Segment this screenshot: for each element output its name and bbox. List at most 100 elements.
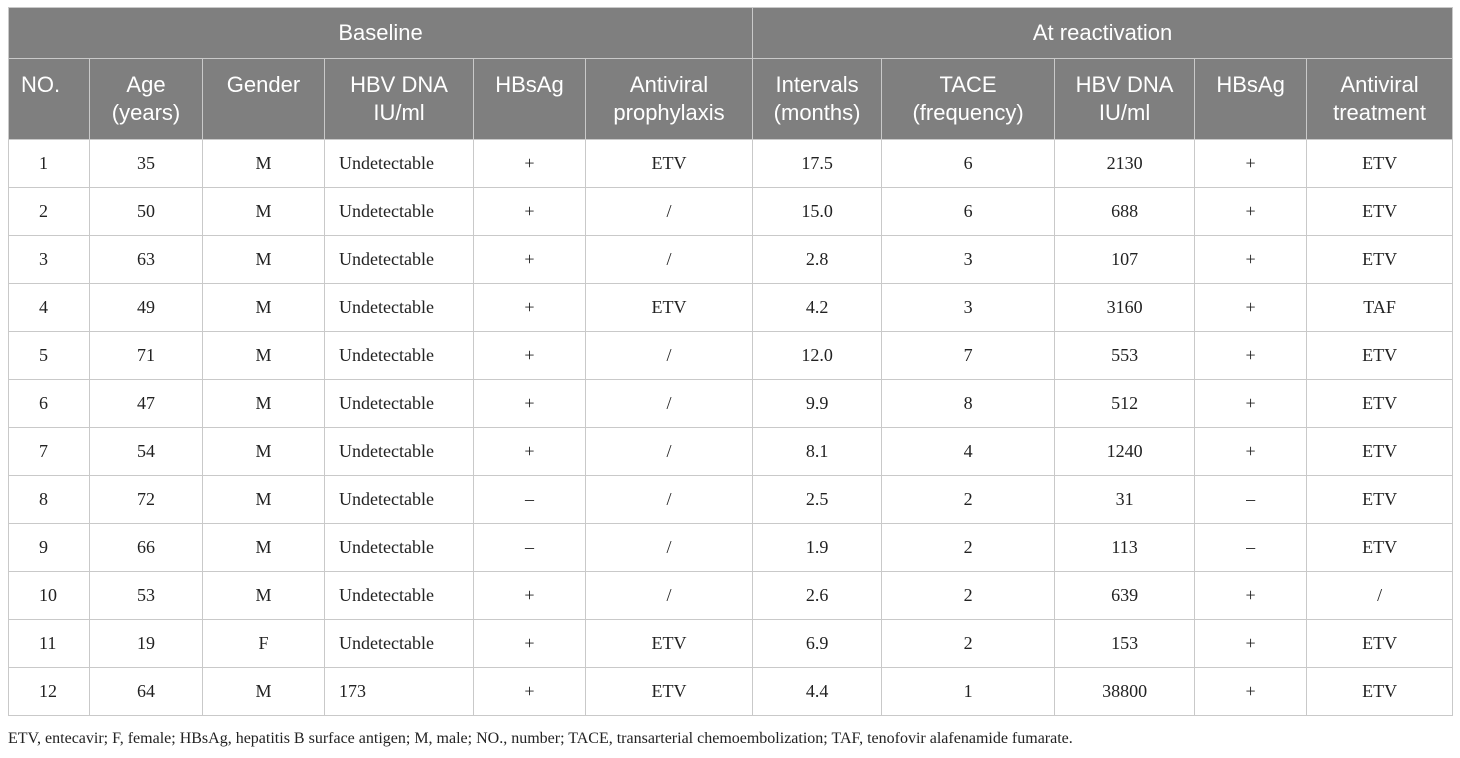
cell-interval: 9.9 <box>752 379 883 428</box>
cell-gender: M <box>202 139 325 188</box>
cell-antiviral-prophylaxis: / <box>584 187 754 236</box>
cell-reactivation-hbv-dna: 107 <box>1054 235 1196 284</box>
cell-antiviral-treatment: TAF <box>1306 283 1454 332</box>
cell-baseline-hbv-dna: 173 <box>324 667 474 716</box>
cell-baseline-hbv-dna: Undetectable <box>324 379 474 428</box>
cell-baseline-hbv-dna: Undetectable <box>324 187 474 236</box>
table-row: 12 64 M 173 + ETV 4.4 1 38800 + ETV <box>8 667 1454 716</box>
cell-no: 7 <box>8 427 90 476</box>
cell-no: 1 <box>8 139 90 188</box>
cell-gender: M <box>202 667 325 716</box>
table-row: 3 63 M Undetectable +/2.8 3 107 + ETV <box>8 235 1454 284</box>
cell-antiviral-treatment: ETV <box>1306 667 1454 716</box>
cell-antiviral-treatment: ETV <box>1306 331 1454 380</box>
cell-antiviral-treatment: / <box>1306 571 1454 620</box>
cell-baseline-hbv-dna: Undetectable <box>324 571 474 620</box>
cell-tace: 8 <box>881 379 1056 428</box>
cell-reactivation-hbv-dna: 1240 <box>1054 427 1196 476</box>
cell-gender: M <box>202 475 325 524</box>
cell-no: 11 <box>8 619 90 668</box>
cell-antiviral-prophylaxis: / <box>584 571 754 620</box>
cell-age: 63 <box>89 235 203 284</box>
cell-tace: 3 <box>881 235 1056 284</box>
cell-antiviral-treatment: ETV <box>1306 139 1454 188</box>
col-header-antiviral-prophylaxis: Antiviral prophylaxis <box>584 58 754 140</box>
cell-tace: 6 <box>881 187 1056 236</box>
cell-interval: 2.5 <box>752 475 883 524</box>
col-header-tace: TACE (frequency) <box>881 58 1056 140</box>
cell-reactivation-hbv-dna: 688 <box>1054 187 1196 236</box>
cell-baseline-hbv-dna: Undetectable <box>324 283 474 332</box>
table-row: 9 66 M Undetectable –/1.9 2 113– ETV <box>8 523 1454 572</box>
cell-reactivation-hbv-dna: 113 <box>1054 523 1196 572</box>
col-header-gender: Gender <box>202 58 325 140</box>
cell-reactivation-hbv-dna: 639 <box>1054 571 1196 620</box>
cell-gender: M <box>202 187 325 236</box>
cell-antiviral-treatment: ETV <box>1306 475 1454 524</box>
cell-antiviral-treatment: ETV <box>1306 379 1454 428</box>
cell-baseline-hbsag: + <box>473 379 586 428</box>
col-header-intervals: Intervals (months) <box>752 58 883 140</box>
cell-antiviral-treatment: ETV <box>1306 619 1454 668</box>
cell-antiviral-prophylaxis: / <box>584 523 754 572</box>
cell-antiviral-prophylaxis: ETV <box>584 283 754 332</box>
cell-baseline-hbv-dna: Undetectable <box>324 619 474 668</box>
cell-tace: 3 <box>881 283 1056 332</box>
cell-no: 4 <box>8 283 90 332</box>
cell-baseline-hbv-dna: Undetectable <box>324 523 474 572</box>
cell-reactivation-hbv-dna: 38800 <box>1054 667 1196 716</box>
table-row: 11 19 F Undetectable + ETV 6.9 2 153 + ETV <box>8 619 1454 668</box>
cell-reactivation-hbv-dna: 3160 <box>1054 283 1196 332</box>
cell-antiviral-prophylaxis: / <box>584 475 754 524</box>
column-header-row: NO. Age (years) Gender HBV DNA IU/ml HBsAg… <box>8 58 1454 140</box>
cell-antiviral-prophylaxis: / <box>584 331 754 380</box>
cell-baseline-hbsag: + <box>473 331 586 380</box>
cell-gender: F <box>202 619 325 668</box>
cell-gender: M <box>202 235 325 284</box>
cell-age: 72 <box>89 475 203 524</box>
cell-gender: M <box>202 283 325 332</box>
cell-reactivation-hbv-dna: 153 <box>1054 619 1196 668</box>
table-row: 4 49 M Undetectable + ETV 4.2 3 3160 + TAF <box>8 283 1454 332</box>
table-row: 1 35 M Undetectable + ETV 17.5 6 2130 + ETV <box>8 139 1454 188</box>
cell-age: 71 <box>89 331 203 380</box>
cell-no: 10 <box>8 571 90 620</box>
cell-antiviral-prophylaxis: ETV <box>584 619 754 668</box>
cell-baseline-hbv-dna: Undetectable <box>324 475 474 524</box>
cell-baseline-hbv-dna: Undetectable <box>324 235 474 284</box>
cell-antiviral-prophylaxis: ETV <box>584 667 754 716</box>
cell-antiviral-treatment: ETV <box>1306 427 1454 476</box>
table-footnote: ETV, entecavir; F, female; HBsAg, hepati… <box>8 730 1073 747</box>
cell-reactivation-hbsag: + <box>1194 187 1308 236</box>
cell-antiviral-treatment: ETV <box>1306 523 1454 572</box>
cell-tace: 2 <box>881 571 1056 620</box>
cell-reactivation-hbsag: + <box>1194 571 1308 620</box>
cell-reactivation-hbsag: + <box>1194 283 1308 332</box>
reactivation-table: Baseline At reactivation NO. Age (years) … <box>7 7 1454 716</box>
cell-baseline-hbsag: – <box>473 475 586 524</box>
cell-baseline-hbv-dna: Undetectable <box>324 331 474 380</box>
col-header-age: Age (years) <box>89 58 203 140</box>
cell-tace: 7 <box>881 331 1056 380</box>
cell-interval: 6.9 <box>752 619 883 668</box>
cell-reactivation-hbsag: – <box>1194 523 1308 572</box>
cell-tace: 2 <box>881 523 1056 572</box>
cell-baseline-hbsag: + <box>473 235 586 284</box>
table-row: 6 47 M Undetectable +/9.9 8 512 + ETV <box>8 379 1454 428</box>
cell-baseline-hbsag: + <box>473 283 586 332</box>
group-header-at-reactivation: At reactivation <box>752 7 1454 59</box>
cell-interval: 4.4 <box>752 667 883 716</box>
cell-baseline-hbsag: + <box>473 187 586 236</box>
cell-reactivation-hbv-dna: 512 <box>1054 379 1196 428</box>
cell-reactivation-hbsag: + <box>1194 667 1308 716</box>
cell-baseline-hbsag: + <box>473 667 586 716</box>
cell-no: 3 <box>8 235 90 284</box>
cell-age: 50 <box>89 187 203 236</box>
table-row: 7 54 M Undetectable +/8.1 4 1240 + ETV <box>8 427 1454 476</box>
table-row: 8 72 M Undetectable –/2.5 2 31– ETV <box>8 475 1454 524</box>
col-header-reactivation-hbsag: HBsAg <box>1194 58 1308 140</box>
cell-no: 5 <box>8 331 90 380</box>
cell-no: 6 <box>8 379 90 428</box>
cell-gender: M <box>202 523 325 572</box>
cell-baseline-hbv-dna: Undetectable <box>324 427 474 476</box>
